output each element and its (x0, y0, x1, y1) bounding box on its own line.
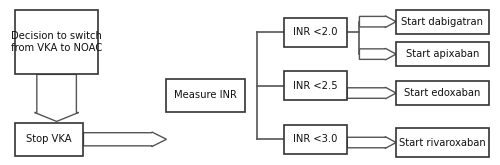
FancyBboxPatch shape (284, 125, 347, 154)
FancyBboxPatch shape (396, 128, 489, 157)
Text: INR <2.5: INR <2.5 (293, 81, 338, 91)
FancyBboxPatch shape (284, 71, 347, 100)
Text: Start edoxaban: Start edoxaban (404, 88, 480, 98)
FancyBboxPatch shape (396, 10, 489, 34)
Text: Decision to switch
from VKA to NOAC: Decision to switch from VKA to NOAC (11, 31, 102, 53)
Text: Stop VKA: Stop VKA (26, 134, 72, 144)
Polygon shape (347, 87, 396, 99)
FancyBboxPatch shape (284, 18, 347, 47)
FancyBboxPatch shape (166, 79, 244, 112)
Text: Start rivaroxaban: Start rivaroxaban (399, 137, 486, 148)
Polygon shape (34, 74, 78, 121)
Polygon shape (360, 48, 396, 60)
Polygon shape (360, 16, 396, 28)
FancyBboxPatch shape (15, 123, 84, 155)
Text: Measure INR: Measure INR (174, 90, 237, 100)
FancyBboxPatch shape (396, 81, 489, 105)
Text: Start dabigatran: Start dabigatran (402, 17, 483, 27)
Text: INR <3.0: INR <3.0 (294, 134, 338, 144)
FancyBboxPatch shape (396, 42, 489, 66)
Text: INR <2.0: INR <2.0 (293, 27, 338, 37)
Polygon shape (347, 137, 396, 148)
Text: Start apixaban: Start apixaban (406, 49, 479, 59)
Polygon shape (84, 132, 166, 147)
FancyBboxPatch shape (15, 10, 98, 74)
